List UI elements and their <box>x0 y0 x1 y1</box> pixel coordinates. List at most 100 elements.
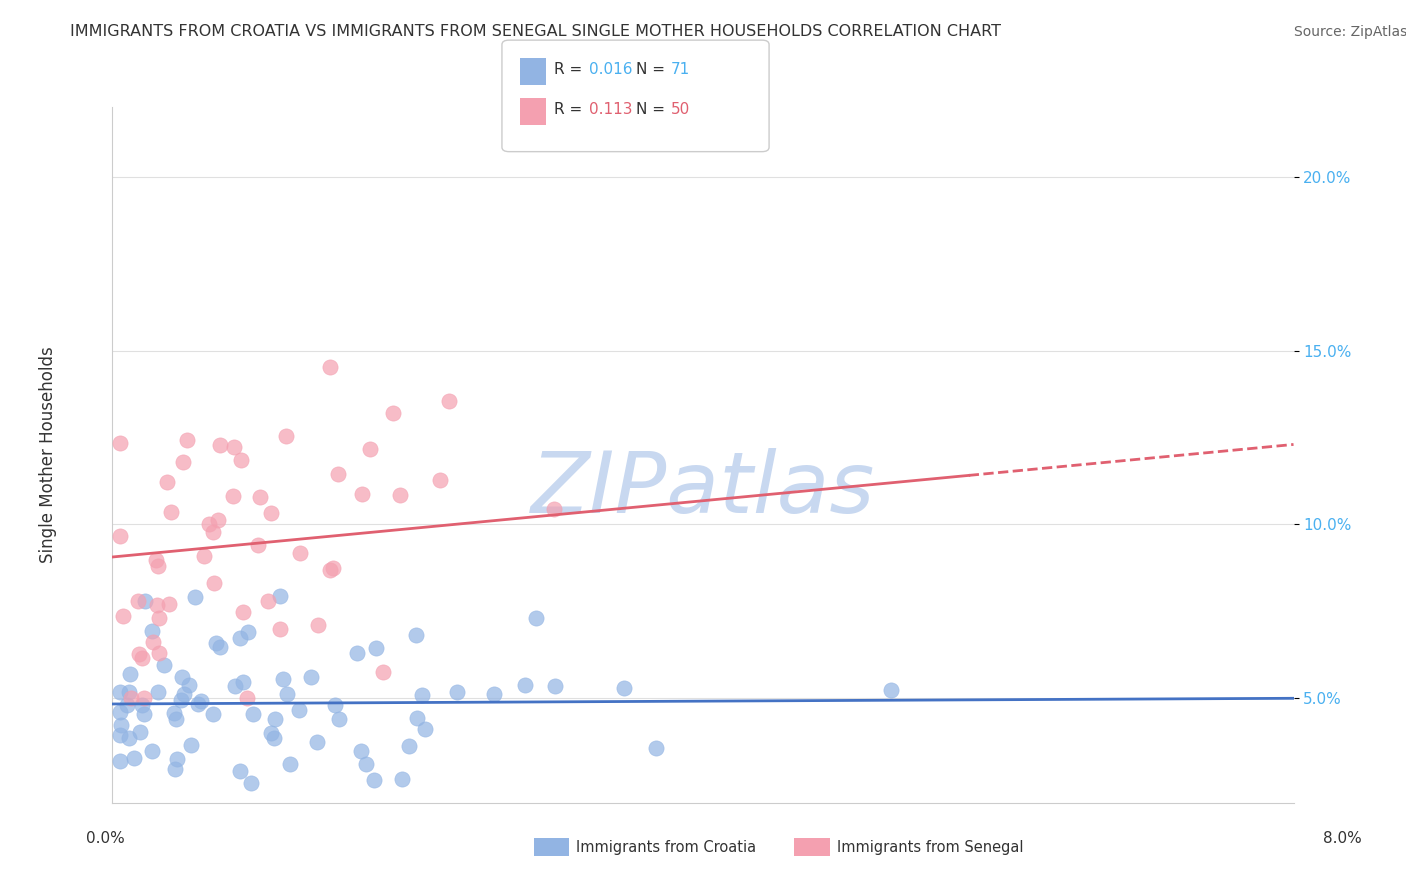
Text: R =: R = <box>554 103 588 117</box>
Point <box>249 491 271 505</box>
Point <box>134 594 156 608</box>
Point <box>381 406 404 420</box>
Point <box>236 691 259 706</box>
Text: N =: N = <box>636 62 669 77</box>
Point <box>148 646 170 660</box>
Point <box>231 453 253 467</box>
Point <box>232 675 254 690</box>
Point <box>879 682 901 697</box>
Point <box>184 590 207 604</box>
Point <box>247 538 270 552</box>
Point <box>156 475 179 490</box>
Point <box>162 706 184 720</box>
Point <box>131 651 153 665</box>
Point <box>108 754 131 768</box>
Text: R =: R = <box>554 62 588 77</box>
Y-axis label: Single Mother Households: Single Mother Households <box>39 347 56 563</box>
Point <box>127 594 149 608</box>
Point <box>346 646 368 660</box>
Point <box>350 744 373 758</box>
Point <box>179 678 201 692</box>
Point <box>259 725 281 739</box>
Point <box>406 711 429 725</box>
Point <box>224 679 246 693</box>
Point <box>229 631 252 645</box>
Text: ZIPatlas: ZIPatlas <box>531 448 875 532</box>
Point <box>326 467 349 481</box>
Text: Source: ZipAtlas.com: Source: ZipAtlas.com <box>1294 25 1406 38</box>
Point <box>145 598 167 612</box>
Point <box>209 640 232 654</box>
Point <box>122 751 145 765</box>
Point <box>319 563 342 577</box>
Point <box>543 502 565 516</box>
Point <box>134 707 156 722</box>
Point <box>391 772 413 786</box>
Point <box>371 665 394 680</box>
Point <box>108 685 131 699</box>
Point <box>269 589 291 603</box>
Point <box>222 489 245 503</box>
Point <box>209 438 232 452</box>
Point <box>157 597 180 611</box>
Point <box>169 693 191 707</box>
Point <box>287 702 309 716</box>
Point <box>515 678 537 692</box>
Point <box>118 667 141 681</box>
Point <box>110 717 132 731</box>
Point <box>323 698 346 713</box>
Point <box>111 608 134 623</box>
Point <box>242 707 264 722</box>
Point <box>405 628 427 642</box>
Point <box>108 728 131 742</box>
Point <box>131 698 153 713</box>
Text: 71: 71 <box>671 62 690 77</box>
Point <box>193 549 215 563</box>
Point <box>398 739 420 754</box>
Point <box>271 672 294 686</box>
Point <box>364 640 387 655</box>
Point <box>118 684 141 698</box>
Point <box>118 731 141 745</box>
Point <box>288 546 311 560</box>
Point <box>354 756 377 771</box>
Point <box>437 393 460 408</box>
Point <box>263 731 285 745</box>
Point <box>207 513 229 527</box>
Point <box>115 698 138 712</box>
Point <box>269 623 291 637</box>
Text: 8.0%: 8.0% <box>1323 831 1362 846</box>
Point <box>145 553 167 567</box>
Text: Immigrants from Senegal: Immigrants from Senegal <box>837 840 1024 855</box>
Point <box>232 605 254 619</box>
Point <box>352 487 374 501</box>
Text: 0.113: 0.113 <box>589 103 633 117</box>
Point <box>307 735 329 749</box>
Point <box>240 776 263 790</box>
Point <box>526 611 548 625</box>
Point <box>613 681 636 696</box>
Point <box>173 687 195 701</box>
Point <box>256 594 278 608</box>
Point <box>134 691 156 706</box>
Point <box>236 624 259 639</box>
Point <box>363 772 385 787</box>
Text: 0.016: 0.016 <box>589 62 633 77</box>
Text: 50: 50 <box>671 103 690 117</box>
Point <box>276 429 298 443</box>
Point <box>411 689 433 703</box>
Point <box>204 636 226 650</box>
Point <box>544 679 567 693</box>
Point <box>146 559 169 574</box>
Point <box>202 575 225 590</box>
Point <box>108 529 131 543</box>
Text: IMMIGRANTS FROM CROATIA VS IMMIGRANTS FROM SENEGAL SINGLE MOTHER HOUSEHOLDS CORR: IMMIGRANTS FROM CROATIA VS IMMIGRANTS FR… <box>70 24 1001 38</box>
Point <box>360 442 382 457</box>
Point <box>120 691 142 706</box>
Point <box>160 505 183 519</box>
Point <box>318 360 340 375</box>
Point <box>429 473 451 487</box>
Point <box>260 507 283 521</box>
Point <box>108 705 131 719</box>
Point <box>152 657 174 672</box>
